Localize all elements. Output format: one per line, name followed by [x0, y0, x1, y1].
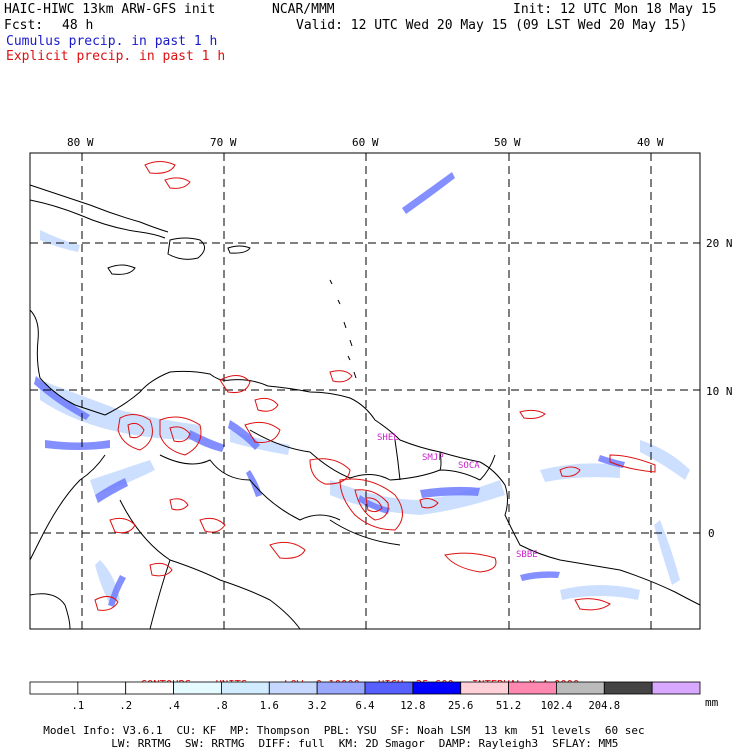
model-info-timestep: 60 sec — [604, 724, 645, 737]
colorbar-tick-label: 6.4 — [355, 700, 375, 712]
model-info-row2: LW: RRTMG SW: RRTMG DIFF: full KM: 2D Smago… — [98, 724, 632, 750]
colorbar-swatch — [508, 681, 557, 695]
lon-label-80w: 80 W — [67, 136, 94, 149]
colorbar-tick-label: .4 — [167, 700, 180, 712]
lat-label-10n: 10 N — [706, 385, 733, 398]
colorbar-tick-label: 51.2 — [495, 700, 522, 712]
forecast-hours: 48 h — [62, 18, 94, 33]
colorbar-tick-label: 3.2 — [307, 700, 327, 712]
model-info-levels: 51 levels — [531, 724, 591, 737]
colorbar-swatch — [77, 681, 127, 695]
precip-map: 80 W 70 W 60 W 50 W 40 W 20 N 10 N 0 — [29, 136, 733, 630]
colorbar-swatch — [603, 681, 653, 695]
colorbar-unit: mm — [705, 696, 719, 709]
lon-label-70w: 70 W — [210, 136, 237, 149]
model-info-lw: LW: RRTMG — [111, 737, 171, 750]
model-info-row1: Model Info: V3.6.1 CU: KF MP: Thompson PBL:… — [30, 711, 659, 737]
lat-label-20n: 20 N — [706, 237, 733, 250]
station-soca: SOCA — [458, 461, 480, 471]
colorbar-swatch — [29, 681, 79, 695]
model-info-mp: MP: Thompson — [230, 724, 310, 737]
colorbar-swatch — [316, 681, 366, 695]
lat-lon-grid — [30, 153, 700, 629]
model-title: HAIC-HIWC 13km ARW-GFS init — [4, 2, 216, 17]
colorbar-swatch — [268, 681, 318, 695]
lon-label-50w: 50 W — [494, 136, 521, 149]
model-info-diff: DIFF: full — [258, 737, 325, 750]
colorbar-swatch — [221, 681, 270, 695]
model-info-pbl: PBL: YSU — [323, 724, 377, 737]
model-info-sf: SF: Noah LSM — [390, 724, 471, 737]
colorbar-tick-label: .2 — [119, 700, 133, 712]
model-info-version: Model Info: V3.6.1 — [43, 724, 163, 737]
colorbar-tick-label: .1 — [71, 700, 85, 712]
colorbar-tick-label: 12.8 — [400, 700, 426, 712]
station-smjp: SMJP — [422, 453, 444, 463]
colorbar-swatch — [125, 681, 174, 695]
colorbar-swatch — [556, 681, 605, 695]
colorbar-swatch — [460, 681, 509, 695]
model-info-sflay: SFLAY: MM5 — [552, 737, 619, 750]
lon-label-40w: 40 W — [637, 136, 664, 149]
station-sbbe: SBBE — [516, 550, 538, 560]
colorbar-swatch — [651, 681, 701, 695]
explicit-precip-contours — [94, 161, 656, 611]
init-time: Init: 12 UTC Mon 18 May 15 — [513, 2, 717, 17]
legend-explicit: Explicit precip. in past 1 h — [6, 49, 226, 64]
colorbar-tick-label: 204.8 — [588, 700, 621, 712]
lon-label-60w: 60 W — [352, 136, 379, 149]
model-info-res: 13 km — [484, 724, 518, 737]
coastlines — [29, 184, 701, 630]
lat-label-0: 0 — [708, 527, 715, 540]
colorbar-tick-label: 1.6 — [259, 700, 279, 712]
model-info-km: KM: 2D Smagor — [338, 737, 425, 750]
colorbar-tick-label: .8 — [215, 700, 228, 712]
legend-cumulus: Cumulus precip. in past 1 h — [6, 34, 218, 49]
colorbar-swatch — [364, 681, 414, 695]
colorbar-tick-label: 102.4 — [540, 700, 573, 712]
colorbar-swatch — [173, 681, 222, 695]
model-info-sw: SW: RRTMG — [184, 737, 245, 750]
colorbar-swatch — [412, 681, 462, 695]
station-shel: SHEL — [377, 433, 399, 443]
forecast-label: Fcst: — [4, 18, 44, 33]
model-info-damp: DAMP: Rayleigh3 — [438, 737, 539, 750]
center-label: NCAR/MMM — [272, 2, 335, 17]
colorbar-tick-label: 25.6 — [448, 700, 474, 712]
model-info-cu: CU: KF — [176, 724, 217, 737]
valid-time: Valid: 12 UTC Wed 20 May 15 (09 LST Wed … — [296, 18, 688, 33]
